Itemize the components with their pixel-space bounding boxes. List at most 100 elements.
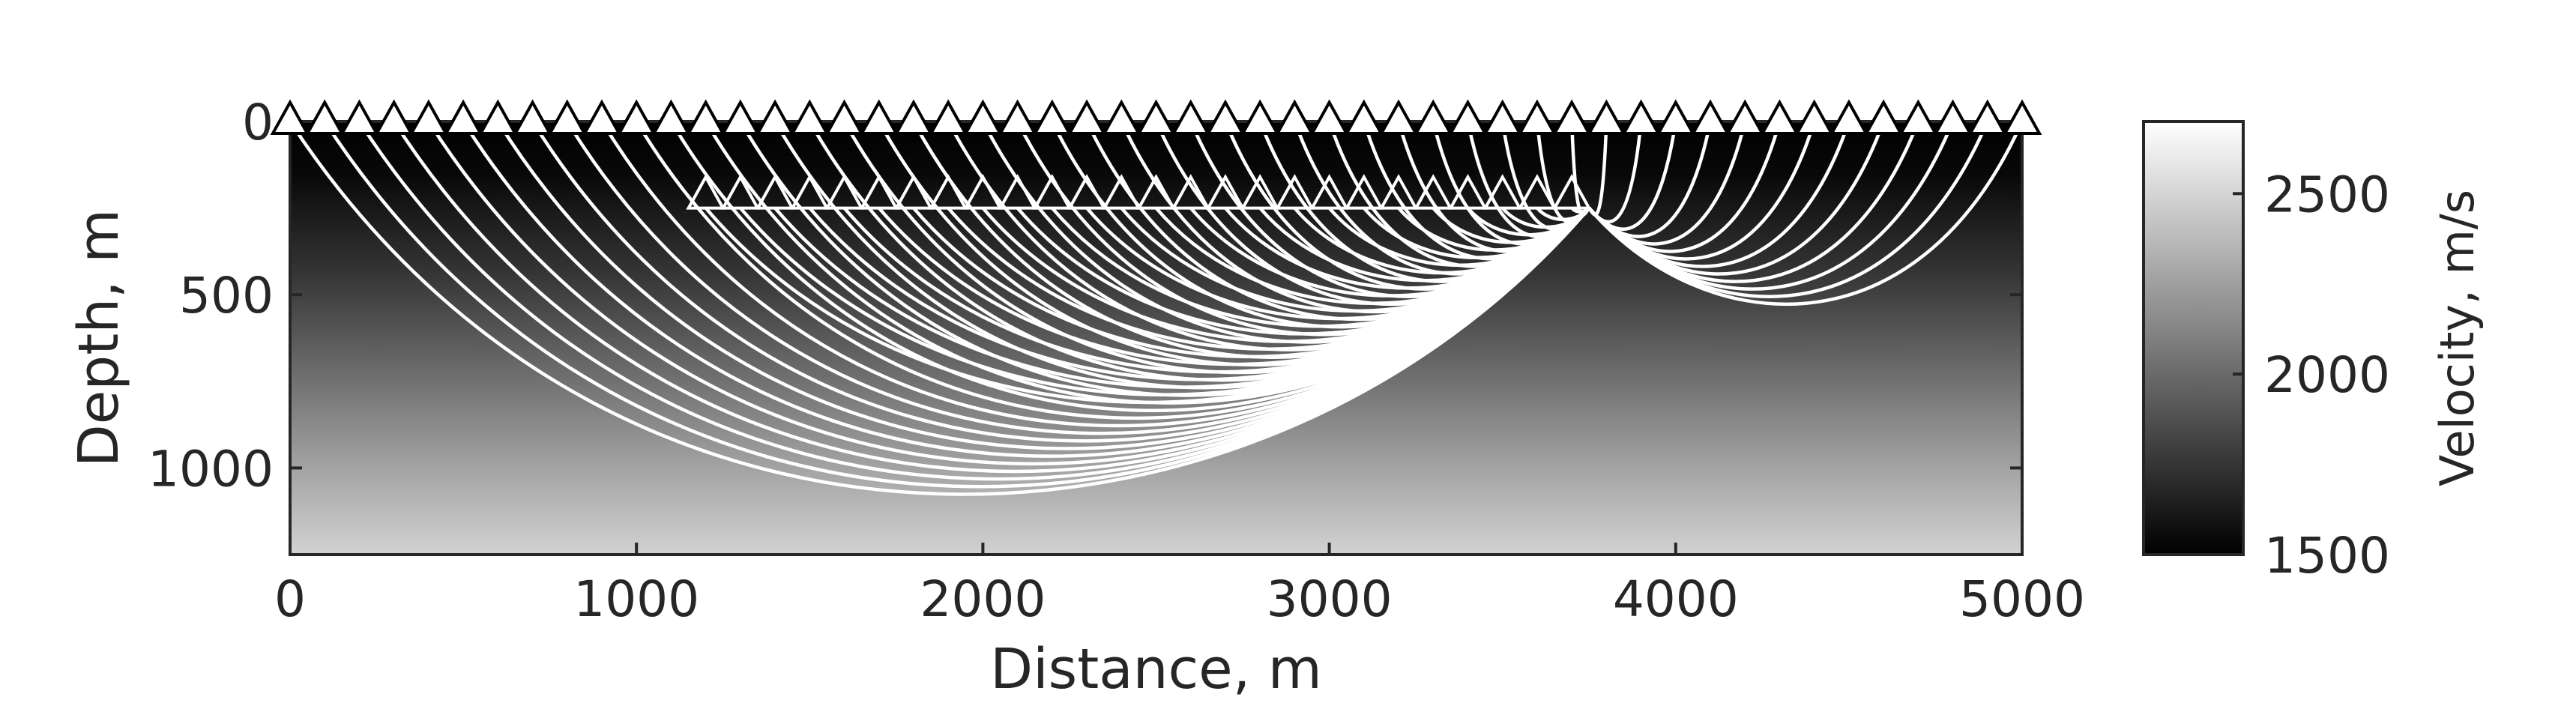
surface-receiver-triangle — [1829, 99, 1869, 135]
colorbar-tick-label: 1500 — [2264, 527, 2390, 585]
surface-receiver-triangle — [1378, 99, 1419, 135]
surface-receiver-triangle — [1898, 99, 1938, 135]
surface-receiver-triangle — [1551, 99, 1592, 135]
borehole-receiver-triangle — [686, 174, 726, 210]
surface-receiver-triangle — [686, 99, 726, 135]
borehole-receiver-triangle — [998, 174, 1038, 210]
colorbar-tick-label: 2500 — [2264, 166, 2390, 223]
surface-receiver-triangle — [1933, 99, 1973, 135]
surface-receiver-triangle — [1760, 99, 1800, 135]
x-axis-title: Distance, m — [990, 637, 1322, 702]
y-axis-title: Depth, m — [67, 209, 131, 468]
surface-receiver-triangle — [374, 99, 414, 135]
borehole-receiver-triangle — [963, 174, 1003, 210]
borehole-receiver-triangle — [859, 174, 899, 210]
surface-receiver-triangle — [1621, 99, 1661, 135]
surface-receiver-triangle — [1344, 99, 1384, 135]
surface-receiver-triangle — [755, 99, 795, 135]
borehole-receiver-triangle — [1378, 174, 1419, 210]
surface-receiver-triangle — [270, 99, 310, 135]
colorbar-tick-label: 2000 — [2264, 346, 2390, 404]
y-tick-label: 500 — [179, 267, 274, 325]
borehole-receiver-triangle — [893, 174, 934, 210]
x-tick-label: 0 — [274, 570, 306, 628]
x-tick-label: 1000 — [573, 570, 699, 628]
surface-receiver-triangle — [304, 99, 345, 135]
surface-receiver-triangle — [408, 99, 449, 135]
surface-receiver-triangle — [1171, 99, 1211, 135]
borehole-receiver-triangle — [1205, 174, 1246, 210]
x-tick-label: 2000 — [920, 570, 1046, 628]
surface-receiver-triangle — [1725, 99, 1765, 135]
surface-receiver-triangle — [1586, 99, 1626, 135]
surface-receiver-triangle — [1517, 99, 1557, 135]
surface-receiver-triangle — [1413, 99, 1453, 135]
colorbar — [2142, 120, 2245, 556]
surface-receiver-triangle — [1794, 99, 1835, 135]
borehole-receiver-triangle — [1413, 174, 1453, 210]
raypaths — [290, 121, 2022, 496]
x-tick-label: 5000 — [1959, 570, 2085, 628]
surface-receiver-triangle — [616, 99, 657, 135]
borehole-receivers — [686, 174, 1592, 210]
borehole-receiver-triangle — [928, 174, 968, 210]
surface-receiver-triangle — [443, 99, 483, 135]
borehole-receiver-triangle — [1032, 174, 1073, 210]
borehole-receiver-triangle — [1551, 174, 1592, 210]
borehole-receiver-triangle — [720, 174, 761, 210]
surface-receiver-triangle — [1032, 99, 1073, 135]
borehole-receiver-triangle — [755, 174, 795, 210]
borehole-receiver-triangle — [1448, 174, 1488, 210]
surface-receiver-triangle — [928, 99, 968, 135]
surface-receiver-triangle — [1863, 99, 1904, 135]
colorbar-ticks: 1500 2000 2500 — [2233, 166, 2390, 585]
surface-receiver-triangle — [963, 99, 1003, 135]
surface-receiver-triangle — [1482, 99, 1523, 135]
surface-receiver-triangle — [340, 99, 379, 135]
borehole-receiver-triangle — [1101, 174, 1141, 210]
surface-receiver-triangle — [824, 99, 864, 135]
y-tick-label: 0 — [242, 94, 274, 151]
surface-receiver-triangle — [1690, 99, 1731, 135]
surface-receiver-triangle — [1240, 99, 1280, 135]
surface-receivers — [270, 99, 2042, 135]
surface-receiver-triangle — [547, 99, 588, 135]
borehole-receiver-triangle — [1274, 174, 1315, 210]
surface-receiver-triangle — [513, 99, 552, 135]
borehole-receiver-triangle — [1240, 174, 1280, 210]
surface-receiver-triangle — [1448, 99, 1488, 135]
surface-receiver-triangle — [893, 99, 934, 135]
surface-receiver-triangle — [582, 99, 622, 135]
y-tick-label: 1000 — [148, 440, 274, 498]
surface-receiver-triangle — [1656, 99, 1696, 135]
raypath — [1587, 121, 2022, 307]
colorbar-title: Velocity, m/s — [2430, 190, 2485, 486]
surface-receiver-triangle — [1101, 99, 1141, 135]
surface-receiver-triangle — [1136, 99, 1176, 135]
surface-receiver-triangle — [1067, 99, 1107, 135]
surface-receiver-triangle — [859, 99, 899, 135]
surface-receiver-triangle — [651, 99, 691, 135]
borehole-receiver-triangle — [1344, 174, 1384, 210]
surface-receiver-triangle — [1967, 99, 2008, 135]
borehole-receiver-triangle — [824, 174, 864, 210]
surface-receiver-triangle — [720, 99, 761, 135]
borehole-receiver-triangle — [1517, 174, 1557, 210]
borehole-receiver-triangle — [789, 174, 830, 210]
surface-receiver-triangle — [998, 99, 1038, 135]
borehole-receiver-triangle — [1067, 174, 1107, 210]
surface-receiver-triangle — [1309, 99, 1349, 135]
borehole-receiver-triangle — [1171, 174, 1211, 210]
surface-receiver-triangle — [789, 99, 830, 135]
surface-receiver-triangle — [1274, 99, 1315, 135]
borehole-receiver-triangle — [1482, 174, 1523, 210]
surface-receiver-triangle — [477, 99, 518, 135]
x-tick-label: 4000 — [1613, 570, 1739, 628]
x-axis-ticks: 0 1000 2000 3000 4000 5000 — [274, 121, 2085, 628]
surface-receiver-triangle — [1205, 99, 1246, 135]
borehole-receiver-triangle — [1136, 174, 1176, 210]
surface-receiver-triangle — [2002, 99, 2042, 135]
y-axis-ticks: 0 500 1000 — [148, 94, 2022, 498]
x-tick-label: 3000 — [1267, 570, 1393, 628]
